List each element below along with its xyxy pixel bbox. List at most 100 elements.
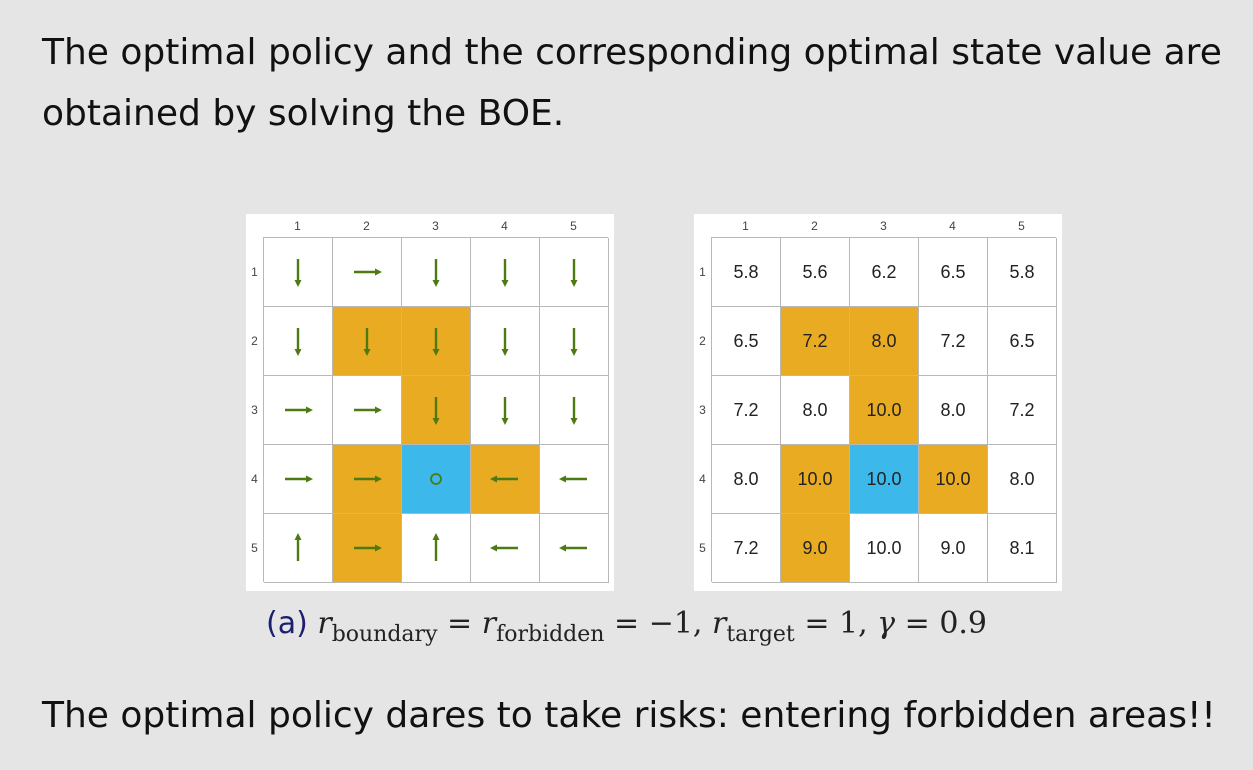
- arrow-left-icon: [559, 475, 587, 483]
- value-cell-r2c2: 7.2: [781, 307, 850, 376]
- policy-cell-r5c1: [264, 514, 333, 583]
- caption-target-value: = 1,: [804, 606, 868, 641]
- value-cell-r1c2: 5.6: [781, 238, 850, 307]
- policy-col-label-1: 1: [294, 219, 301, 233]
- arrow-down-icon: [432, 397, 440, 425]
- policy-cell-r1c5: [540, 238, 609, 307]
- policy-col-label-3: 3: [432, 219, 439, 233]
- value-row-label-2: 2: [699, 333, 706, 348]
- policy-col-label-2: 2: [363, 219, 370, 233]
- arrow-right-icon: [354, 406, 382, 414]
- policy-cell-r2c2: [333, 307, 402, 376]
- policy-cell-r3c4: [471, 376, 540, 445]
- policy-cell-r1c4: [471, 238, 540, 307]
- value-cell-r3c5: 7.2: [988, 376, 1057, 445]
- policy-cell-r4c3: [402, 445, 471, 514]
- caption-gamma: γ: [877, 606, 896, 641]
- arrow-down-icon: [294, 328, 302, 356]
- arrow-down-icon: [501, 328, 509, 356]
- policy-cell-r4c2: [333, 445, 402, 514]
- policy-cell-r4c4: [471, 445, 540, 514]
- arrow-right-icon: [285, 475, 313, 483]
- value-row-label-3: 3: [699, 402, 706, 417]
- value-col-label-3: 3: [880, 219, 887, 233]
- policy-cell-r4c1: [264, 445, 333, 514]
- value-cell-r1c1: 5.8: [712, 238, 781, 307]
- arrow-right-icon: [354, 268, 382, 276]
- policy-cell-r1c3: [402, 238, 471, 307]
- conclusion-text: The optimal policy dares to take risks: …: [42, 695, 1216, 736]
- caption-r-forbidden: rforbidden: [481, 606, 605, 647]
- arrow-down-icon: [432, 328, 440, 356]
- figure-caption: (a) rboundary = rforbidden = −1, rtarget…: [266, 606, 987, 647]
- value-column-labels: 1 2 3 4 5: [711, 217, 1056, 235]
- value-cell-r4c2: 10.0: [781, 445, 850, 514]
- caption-gamma-value: = 0.9: [904, 606, 988, 641]
- policy-cell-r5c5: [540, 514, 609, 583]
- intro-text: The optimal policy and the corresponding…: [42, 32, 1222, 134]
- arrow-down-icon: [363, 328, 371, 356]
- value-row-label-5: 5: [699, 540, 706, 555]
- value-cell-r3c4: 8.0: [919, 376, 988, 445]
- policy-cell-r4c5: [540, 445, 609, 514]
- arrow-left-icon: [490, 475, 518, 483]
- value-cell-r5c4: 9.0: [919, 514, 988, 583]
- arrow-down-icon: [570, 328, 578, 356]
- arrow-down-icon: [432, 259, 440, 287]
- policy-cell-r5c4: [471, 514, 540, 583]
- state-value-grid-panel: 1 2 3 4 5 1 2 3 4 5 5.8 5.6 6.2 6.5 5.8 6.5 7.2 8.0 7.2 6…: [694, 214, 1062, 591]
- policy-cell-r3c2: [333, 376, 402, 445]
- policy-cell-r5c2: [333, 514, 402, 583]
- policy-cell-r2c1: [264, 307, 333, 376]
- arrow-right-icon: [354, 475, 382, 483]
- value-cell-r4c5: 8.0: [988, 445, 1057, 514]
- policy-col-label-4: 4: [501, 219, 508, 233]
- value-cell-r3c2: 8.0: [781, 376, 850, 445]
- value-cell-r2c1: 6.5: [712, 307, 781, 376]
- policy-column-labels: 1 2 3 4 5: [263, 217, 608, 235]
- value-cell-r4c3: 10.0: [850, 445, 919, 514]
- value-cell-r5c2: 9.0: [781, 514, 850, 583]
- value-row-label-1: 1: [699, 264, 706, 279]
- value-col-label-4: 4: [949, 219, 956, 233]
- state-value-grid: 5.8 5.6 6.2 6.5 5.8 6.5 7.2 8.0 7.2 6.5 7.2 8.0 10.0…: [711, 237, 1057, 583]
- policy-row-labels: 1 2 3 4 5: [246, 237, 263, 582]
- arrow-down-icon: [501, 397, 509, 425]
- value-cell-r1c4: 6.5: [919, 238, 988, 307]
- policy-grid: [263, 237, 609, 583]
- caption-r-target: rtarget: [712, 606, 795, 647]
- value-row-labels: 1 2 3 4 5: [694, 237, 711, 582]
- caption-r-boundary: rboundary: [317, 606, 438, 647]
- arrow-right-icon: [354, 544, 382, 552]
- value-col-label-5: 5: [1018, 219, 1025, 233]
- policy-row-label-1: 1: [251, 264, 258, 279]
- arrow-up-icon: [432, 533, 440, 561]
- policy-cell-r2c4: [471, 307, 540, 376]
- value-row-label-4: 4: [699, 471, 706, 486]
- policy-grid-panel: 1 2 3 4 5 1 2 3 4 5: [246, 214, 614, 591]
- value-cell-r3c1: 7.2: [712, 376, 781, 445]
- value-cell-r2c4: 7.2: [919, 307, 988, 376]
- arrow-down-icon: [570, 259, 578, 287]
- value-cell-r2c5: 6.5: [988, 307, 1057, 376]
- value-col-label-2: 2: [811, 219, 818, 233]
- policy-row-label-4: 4: [251, 471, 258, 486]
- stay-circle-icon: [430, 473, 442, 485]
- policy-row-label-5: 5: [251, 540, 258, 555]
- policy-cell-r2c5: [540, 307, 609, 376]
- policy-row-label-2: 2: [251, 333, 258, 348]
- arrow-down-icon: [501, 259, 509, 287]
- policy-row-label-3: 3: [251, 402, 258, 417]
- arrow-left-icon: [559, 544, 587, 552]
- policy-cell-r5c3: [402, 514, 471, 583]
- value-cell-r2c3: 8.0: [850, 307, 919, 376]
- policy-cell-r1c2: [333, 238, 402, 307]
- value-cell-r5c1: 7.2: [712, 514, 781, 583]
- arrow-up-icon: [294, 533, 302, 561]
- arrow-right-icon: [285, 406, 313, 414]
- value-cell-r4c4: 10.0: [919, 445, 988, 514]
- policy-col-label-5: 5: [570, 219, 577, 233]
- value-cell-r1c3: 6.2: [850, 238, 919, 307]
- value-cell-r5c3: 10.0: [850, 514, 919, 583]
- value-col-label-1: 1: [742, 219, 749, 233]
